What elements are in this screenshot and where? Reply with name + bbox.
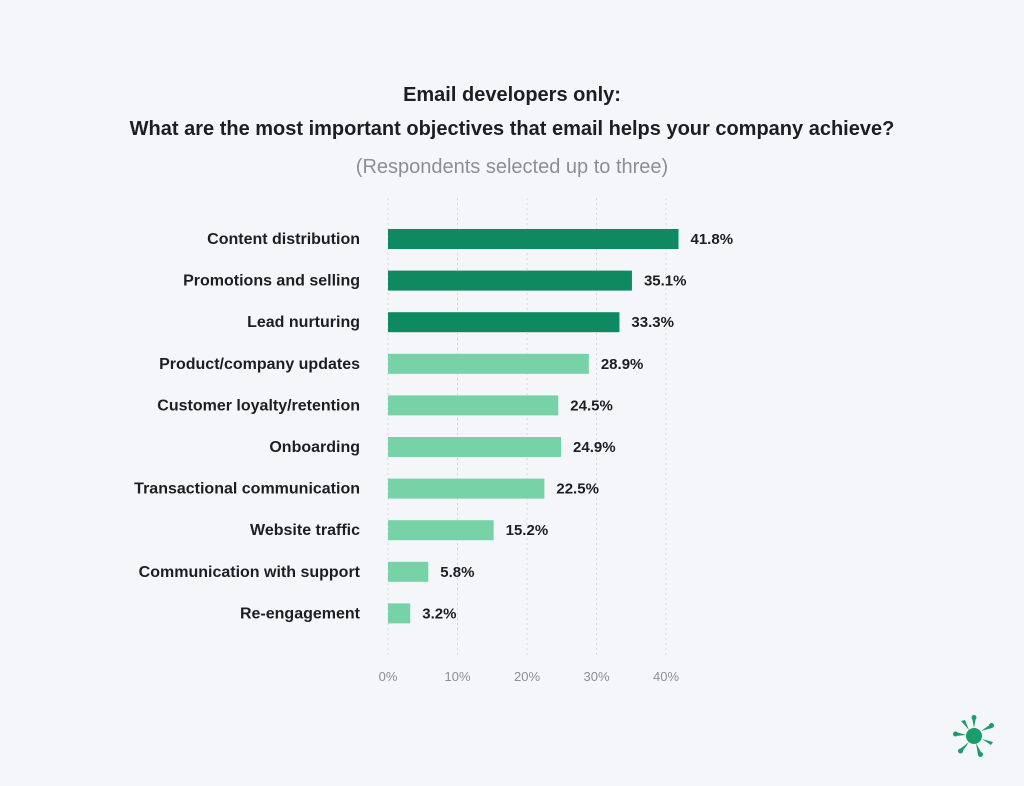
category-label: Promotions and selling	[183, 273, 360, 290]
chart-subtitle: (Respondents selected up to three)	[355, 156, 669, 178]
value-label: 33.3%	[631, 314, 674, 331]
bar	[388, 520, 494, 541]
value-label: 5.8%	[440, 564, 474, 581]
bar	[388, 353, 589, 374]
chart-title-line-2: What are the most important objectives t…	[129, 118, 895, 140]
category-label: Transactional communication	[134, 481, 360, 498]
category-label: Onboarding	[269, 439, 360, 456]
value-label: 24.5%	[570, 397, 613, 414]
value-label: 24.9%	[573, 439, 616, 456]
value-label: 35.1%	[644, 273, 687, 290]
category-label: Customer loyalty/retention	[157, 397, 360, 414]
value-label: 15.2%	[506, 522, 549, 539]
bar	[388, 270, 632, 291]
x-tick-label: 40%	[653, 669, 679, 684]
x-tick-label: 30%	[583, 669, 609, 684]
bar	[388, 561, 429, 582]
x-tick-label: 0%	[379, 669, 398, 684]
category-label: Product/company updates	[159, 356, 360, 373]
category-label: Website traffic	[250, 522, 360, 539]
value-label: 28.9%	[601, 356, 644, 373]
bar	[388, 229, 679, 249]
bar	[388, 312, 620, 333]
bar	[388, 478, 545, 499]
category-label: Communication with support	[139, 564, 361, 581]
bar	[388, 603, 411, 624]
category-label: Lead nurturing	[247, 314, 360, 331]
value-label: 41.8%	[691, 231, 734, 248]
value-label: 22.5%	[556, 481, 599, 498]
x-tick-label: 20%	[514, 669, 540, 684]
bar	[388, 395, 559, 416]
category-label: Content distribution	[207, 231, 360, 248]
category-label: Re-engagement	[240, 605, 361, 622]
chart-header: Email developers only: What are the most…	[0, 78, 1024, 182]
bar	[388, 437, 562, 457]
value-label: 3.2%	[422, 605, 456, 622]
chart-title-line-1: Email developers only:	[403, 84, 621, 106]
splat-logo-icon	[953, 715, 994, 757]
x-tick-label: 10%	[444, 669, 470, 684]
